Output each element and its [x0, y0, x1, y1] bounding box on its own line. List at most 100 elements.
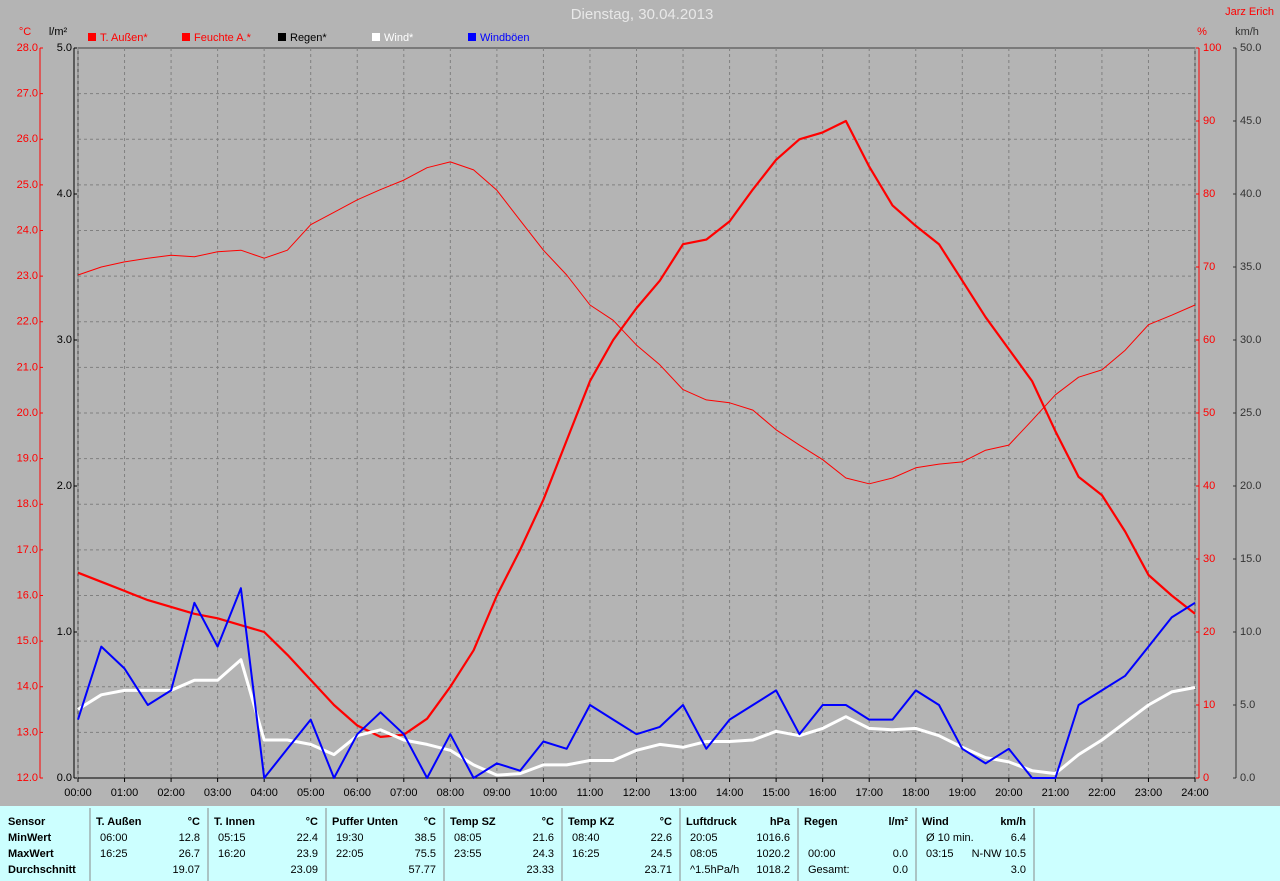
y-tick-label: 5.0 — [57, 42, 72, 54]
x-tick-label: 18:00 — [902, 787, 930, 799]
y-tick-label: 5.0 — [1240, 699, 1255, 711]
y-tick-label: 26.0 — [17, 133, 38, 145]
y-tick-label: 45.0 — [1240, 115, 1261, 127]
legend-swatch — [372, 33, 380, 41]
column-header: Wind — [922, 816, 949, 828]
cell-value: 0.0 — [893, 848, 908, 860]
column-unit: l/m² — [888, 816, 908, 828]
y-tick-label: 20.0 — [17, 407, 38, 419]
cell-value: 0.0 — [893, 864, 908, 876]
y-tick-label: 0.0 — [57, 772, 72, 784]
x-tick-label: 13:00 — [669, 787, 697, 799]
y3-unit: % — [1197, 26, 1207, 38]
y-tick-label: 1.0 — [57, 626, 72, 638]
x-tick-label: 08:00 — [437, 787, 465, 799]
y-tick-label: 13.0 — [17, 726, 38, 738]
x-tick-label: 07:00 — [390, 787, 418, 799]
y-tick-label: 60 — [1203, 334, 1215, 346]
x-tick-label: 09:00 — [483, 787, 511, 799]
cell-value: 23.9 — [297, 848, 318, 860]
x-tick-label: 21:00 — [1042, 787, 1070, 799]
column-unit: °C — [306, 816, 318, 828]
y-tick-label: 25.0 — [17, 179, 38, 191]
cell-time: Gesamt: — [808, 864, 850, 876]
series-line — [77, 587, 1196, 779]
cell-time: 08:05 — [454, 832, 482, 844]
y-tick-label: 16.0 — [17, 589, 38, 601]
cell-value: 75.5 — [415, 848, 436, 860]
cell-time: 00:00 — [808, 848, 836, 860]
legend-label: T. Außen* — [100, 32, 148, 44]
cell-value: N-NW 10.5 — [972, 848, 1026, 860]
cell-value: 6.4 — [1011, 832, 1026, 844]
column-unit: °C — [188, 816, 200, 828]
y-tick-label: 90 — [1203, 115, 1215, 127]
y-tick-label: 14.0 — [17, 681, 38, 693]
y-tick-label: 2.0 — [57, 480, 72, 492]
column-unit: °C — [424, 816, 436, 828]
x-tick-label: 05:00 — [297, 787, 325, 799]
cell-time: 03:15 — [926, 848, 954, 860]
cell-time: 16:25 — [572, 848, 600, 860]
y-tick-label: 18.0 — [17, 498, 38, 510]
x-tick-label: 20:00 — [995, 787, 1023, 799]
cell-value: 38.5 — [415, 832, 436, 844]
column-unit: °C — [660, 816, 672, 828]
y-tick-label: 50 — [1203, 407, 1215, 419]
cell-value: 22.4 — [297, 832, 318, 844]
cell-value: 3.0 — [1011, 864, 1026, 876]
cell-value: 12.8 — [179, 832, 200, 844]
y-tick-label: 4.0 — [57, 188, 72, 200]
cell-value: 57.77 — [408, 864, 436, 876]
row-label: MaxWert — [8, 848, 54, 860]
series-line — [77, 658, 1196, 777]
y-tick-label: 20 — [1203, 626, 1215, 638]
y-tick-label: 100 — [1203, 42, 1221, 54]
y-tick-label: 28.0 — [17, 42, 38, 54]
y-tick-label: 30.0 — [1240, 334, 1261, 346]
y-tick-label: 21.0 — [17, 361, 38, 373]
y-tick-label: 40.0 — [1240, 188, 1261, 200]
series-line — [77, 161, 1196, 485]
x-tick-label: 16:00 — [809, 787, 837, 799]
x-tick-label: 01:00 — [111, 787, 139, 799]
table-corner: Sensor — [8, 816, 46, 828]
y-tick-label: 19.0 — [17, 453, 38, 465]
cell-time: Ø 10 min. — [926, 832, 974, 844]
y-tick-label: 40 — [1203, 480, 1215, 492]
cell-time: 05:15 — [218, 832, 246, 844]
cell-value: 23.71 — [644, 864, 672, 876]
x-tick-label: 23:00 — [1135, 787, 1163, 799]
x-tick-label: 17:00 — [855, 787, 883, 799]
cell-value: 24.3 — [533, 848, 554, 860]
cell-time: ^1.5hPa/h — [690, 864, 739, 876]
legend-swatch — [182, 33, 190, 41]
legend-label: Windböen — [480, 32, 530, 44]
x-tick-label: 11:00 — [577, 787, 604, 799]
y-tick-label: 0.0 — [1240, 772, 1255, 784]
y-tick-label: 15.0 — [17, 635, 38, 647]
column-unit: hPa — [770, 816, 791, 828]
cell-time: 06:00 — [100, 832, 128, 844]
y-tick-label: 70 — [1203, 261, 1215, 273]
column-header: Regen — [804, 816, 838, 828]
y-tick-label: 23.0 — [17, 270, 38, 282]
cell-time: 19:30 — [336, 832, 364, 844]
row-label: Durchschnitt — [8, 864, 76, 876]
x-tick-label: 06:00 — [343, 787, 371, 799]
table-background — [0, 806, 1280, 881]
x-tick-label: 12:00 — [623, 787, 651, 799]
legend-label: Feuchte A.* — [194, 32, 252, 44]
cell-time: 16:25 — [100, 848, 128, 860]
y-tick-label: 30 — [1203, 553, 1215, 565]
y-tick-label: 3.0 — [57, 334, 72, 346]
x-tick-label: 19:00 — [949, 787, 977, 799]
cell-value: 23.09 — [290, 864, 318, 876]
column-header: Temp SZ — [450, 816, 496, 828]
y-tick-label: 0 — [1203, 772, 1209, 784]
series-line — [77, 119, 1196, 738]
y-tick-label: 20.0 — [1240, 480, 1261, 492]
y-tick-label: 50.0 — [1240, 42, 1261, 54]
cell-value: 23.33 — [526, 864, 554, 876]
